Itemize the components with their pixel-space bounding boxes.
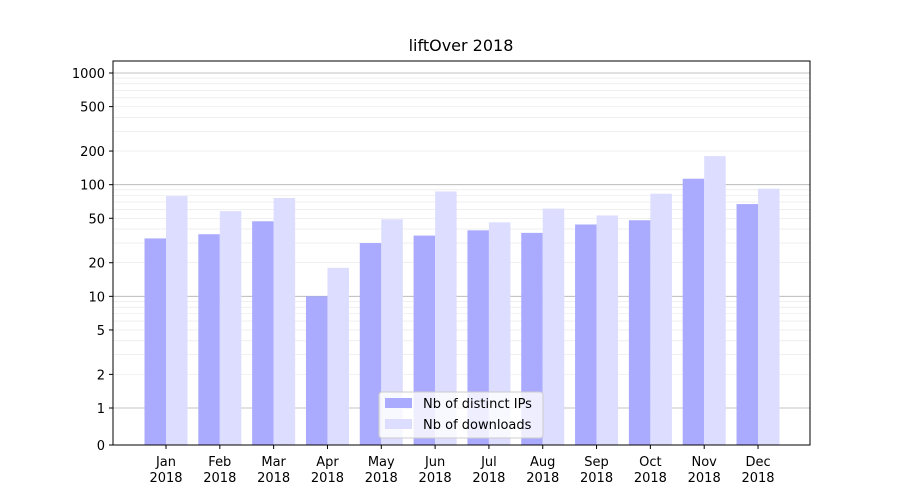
x-tick-label-year: 2018 [365,471,398,486]
x-axis: Jan2018Feb2018Mar2018Apr2018May2018Jun20… [149,445,775,486]
y-tick-label: 100 [80,179,105,194]
legend-swatch-downloads [385,419,412,429]
x-tick-label-year: 2018 [203,471,236,486]
legend-swatch-ips [385,398,412,408]
x-tick-label-year: 2018 [311,471,344,486]
bar-downloads [435,191,457,445]
legend-label-downloads: Nb of downloads [423,418,532,433]
bar-ips [628,220,651,445]
bar-downloads [327,267,349,445]
bar-ips [198,234,220,445]
bar-downloads [273,197,296,445]
x-tick-label-year: 2018 [741,471,774,486]
y-tick-label: 5 [97,324,105,339]
x-tick-label-month: Apr [316,455,339,470]
y-tick-label: 1000 [72,67,105,82]
bar-downloads [219,211,242,445]
plot-frame [112,60,811,446]
bar-downloads [381,219,403,445]
x-tick-label-year: 2018 [634,471,667,486]
bar-ips [682,178,705,446]
bar-downloads [166,196,188,445]
bar-downloads [650,193,672,445]
x-tick-label-year: 2018 [149,471,182,486]
x-tick-label-month: Jan [155,455,176,470]
bar-downloads [758,188,780,445]
x-tick-label-month: Jun [424,455,445,470]
y-tick-label: 10 [88,290,105,305]
x-tick-label-month: Jul [480,455,497,470]
chart-title: liftOver 2018 [409,36,514,55]
bar-ips [736,204,759,445]
bar-ips [252,221,274,445]
y-tick-label: 1 [97,402,105,417]
bar-ips [575,224,597,445]
bar-downloads [596,215,619,445]
legend-label-ips: Nb of distinct IPs [423,397,532,412]
x-tick-label-month: May [368,455,395,470]
y-tick-label: 200 [80,145,105,160]
x-tick-label-month: Nov [692,455,718,470]
x-tick-label-year: 2018 [526,471,559,486]
legend: Nb of distinct IPs Nb of downloads [378,391,544,439]
bar-downloads [542,208,565,445]
bar-downloads [488,222,511,445]
x-tick-label-year: 2018 [419,471,452,486]
y-tick-label: 500 [80,101,105,116]
x-tick-label-year: 2018 [257,471,290,486]
x-tick-label-year: 2018 [472,471,505,486]
legend-box [378,391,544,439]
y-tick-label: 50 [88,212,105,227]
bar-downloads [704,156,726,445]
x-tick-label-year: 2018 [580,471,613,486]
bar-ips [467,230,489,445]
x-tick-label-month: Aug [530,455,555,470]
x-tick-label-month: Mar [261,455,286,470]
x-tick-label-month: Oct [639,455,661,470]
x-tick-label-month: Sep [584,455,609,470]
y-tick-label: 20 [88,257,105,272]
bar-ips [359,243,382,445]
bar-ips [305,296,328,445]
y-axis: 0 1 2 5 10 20 50 100 200 500 1000 [72,67,113,454]
x-tick-label-month: Feb [208,455,231,470]
y-tick-label: 0 [97,439,105,454]
x-tick-label-year: 2018 [688,471,721,486]
x-tick-label-month: Dec [745,455,770,470]
y-tick-label: 2 [97,368,105,383]
bar-ips [144,238,166,445]
